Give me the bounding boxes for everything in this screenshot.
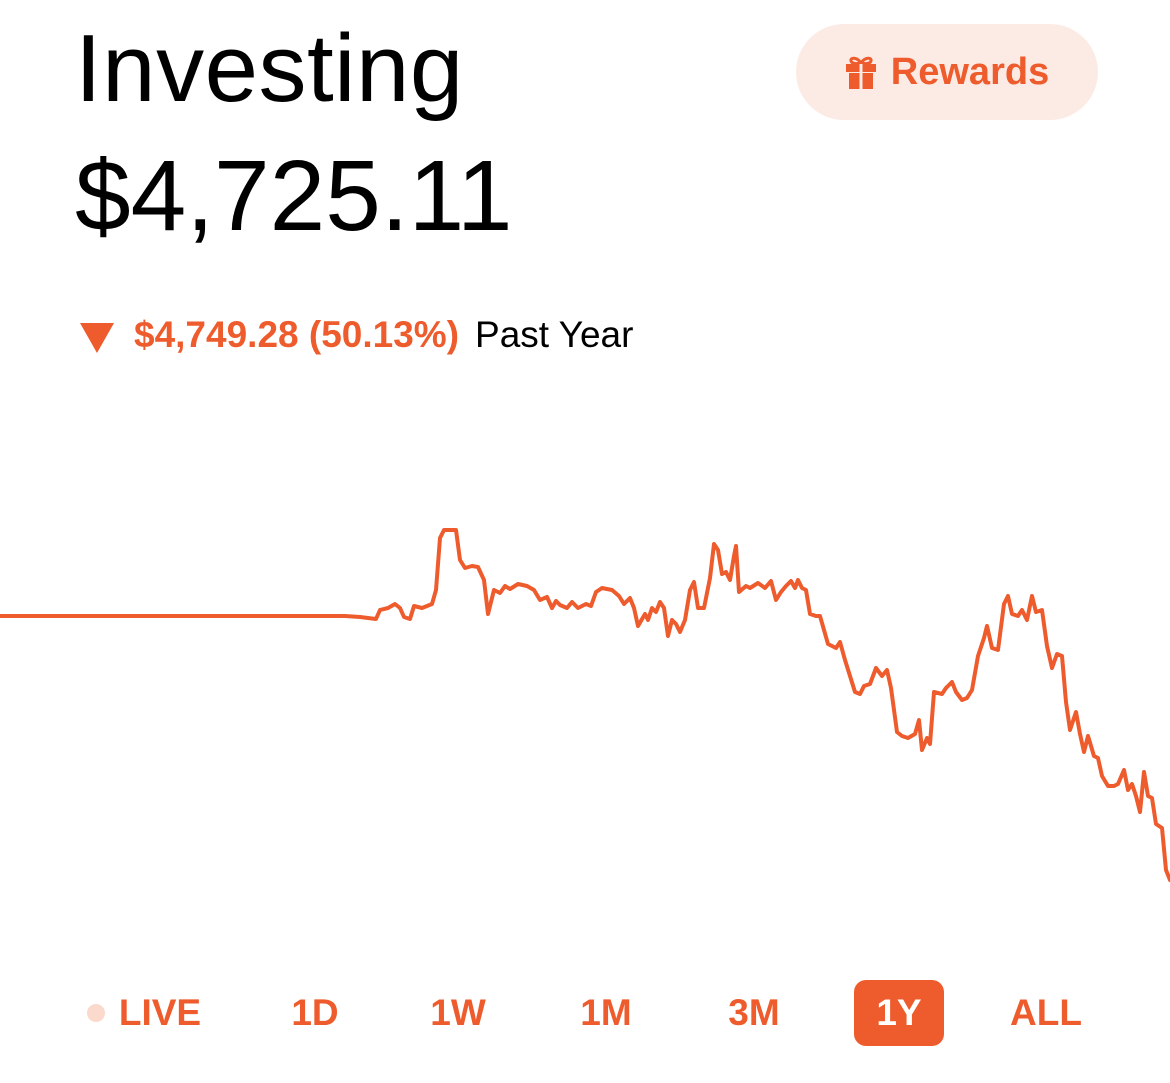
range-1d[interactable]: 1D <box>274 980 356 1046</box>
range-live-label: LIVE <box>118 992 202 1033</box>
range-1m-label: 1M <box>580 992 632 1033</box>
page-title: Investing <box>75 15 464 122</box>
range-3m[interactable]: 3M <box>710 980 798 1046</box>
range-1y[interactable]: 1Y <box>854 980 944 1046</box>
triangle-down-icon <box>80 320 114 353</box>
range-all[interactable]: ALL <box>1000 980 1092 1046</box>
range-1m[interactable]: 1M <box>563 980 649 1046</box>
range-3m-label: 3M <box>728 992 780 1033</box>
live-dot-icon <box>86 1004 105 1022</box>
range-all-label: ALL <box>1010 992 1082 1033</box>
time-range-selector: LIVE 1D 1W 1M 3M 1Y ALL <box>0 980 1170 1046</box>
rewards-label: Rewards <box>890 50 1050 93</box>
rewards-button[interactable]: Rewards <box>796 24 1098 120</box>
range-live[interactable]: LIVE <box>84 980 204 1046</box>
change-value: $4,749.28 (50.13%) <box>134 314 460 355</box>
change-period: Past Year <box>475 314 634 355</box>
gift-icon <box>845 55 877 89</box>
range-1w-label: 1W <box>430 992 486 1033</box>
portfolio-change: $4,749.28 (50.13%) Past Year <box>80 310 633 360</box>
range-1y-label: 1Y <box>876 992 922 1033</box>
portfolio-chart-svg <box>0 528 1170 882</box>
portfolio-balance: $4,725.11 <box>75 140 513 252</box>
range-1w[interactable]: 1W <box>415 980 501 1046</box>
portfolio-chart[interactable] <box>0 480 1170 940</box>
portfolio-line <box>0 528 1170 882</box>
range-1d-label: 1D <box>291 992 339 1033</box>
